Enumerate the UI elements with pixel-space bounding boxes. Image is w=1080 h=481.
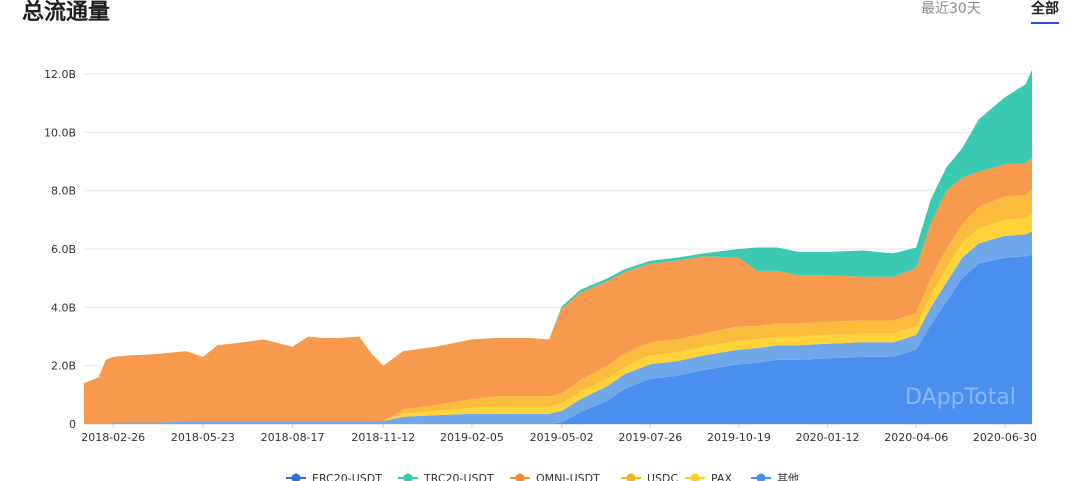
y-tick-label: 2.0B (51, 360, 76, 373)
legend-label: TRC20-USDT (423, 472, 494, 481)
y-tick-label: 8.0B (51, 185, 76, 198)
x-tick-label: 2018-05-23 (171, 431, 235, 444)
x-tick-label: 2019-10-19 (707, 431, 771, 444)
x-tick-label: 2018-11-12 (351, 431, 415, 444)
x-tick-label: 2020-04-06 (884, 431, 948, 444)
legend-marker (291, 473, 301, 481)
legend-label: ERC20-USDT (312, 472, 382, 481)
x-tick-label: 2020-01-12 (796, 431, 860, 444)
legend: ERC20-USDT TRC20-USDT OMNI-USDT USDC PAX 其他 (286, 472, 799, 481)
area-omni-usdt[interactable] (84, 157, 1032, 424)
x-tick-label: 2019-02-05 (440, 431, 504, 444)
legend-marker (515, 473, 525, 481)
y-tick-label: 12.0B (44, 68, 76, 81)
legend-label: 其他 (777, 472, 799, 481)
y-tick-label: 4.0B (51, 301, 76, 314)
legend-label: USDC (647, 472, 679, 481)
y-tick-label: 6.0B (51, 243, 76, 256)
legend-item[interactable]: ERC20-USDT (286, 472, 382, 481)
y-tick-label: 0 (69, 418, 76, 431)
x-tick-label: 2020-06-30 (973, 431, 1037, 444)
x-tick-label: 2019-05-02 (530, 431, 594, 444)
legend-marker (403, 473, 413, 481)
legend-marker (690, 473, 700, 481)
watermark-text: DAppTotal (905, 385, 1016, 410)
x-tick-label: 2019-07-26 (618, 431, 682, 444)
area-erc20-usdt-main-[interactable] (84, 254, 1032, 424)
tab-all[interactable]: 全部 (1031, 0, 1059, 24)
x-tick-label: 2018-02-26 (81, 431, 145, 444)
tab-last-30-days[interactable]: 最近30天 (921, 1, 981, 17)
legend-label: OMNI-USDT (536, 472, 600, 481)
y-axis: 0 2.0B 4.0B 6.0B 8.0B 10.0B 12.0B (44, 68, 76, 431)
y-tick-label: 10.0B (44, 126, 76, 139)
x-tick-label: 2018-08-17 (261, 431, 325, 444)
x-axis: 2018-02-26 2018-05-23 2018-08-17 2018-11-12… (81, 424, 1037, 444)
legend-marker (756, 473, 766, 481)
page-title: 总流通量 (22, 0, 111, 25)
legend-label: PAX (711, 472, 732, 481)
legend-item[interactable]: OMNI-USDT (510, 472, 600, 481)
legend-marker (626, 473, 636, 481)
legend-item[interactable]: PAX (685, 472, 732, 481)
legend-item[interactable]: TRC20-USDT (398, 472, 494, 481)
area-series (84, 69, 1032, 424)
legend-item[interactable]: USDC (621, 472, 679, 481)
legend-item[interactable]: 其他 (751, 472, 799, 481)
